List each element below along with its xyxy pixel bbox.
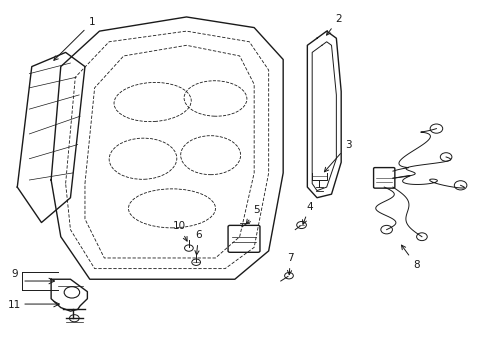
Text: 3: 3 — [324, 140, 351, 172]
Text: 8: 8 — [401, 245, 419, 270]
Text: 4: 4 — [302, 202, 312, 224]
Text: 9: 9 — [12, 269, 18, 279]
Text: 11: 11 — [8, 300, 21, 310]
Text: 5: 5 — [246, 205, 259, 224]
Text: 6: 6 — [195, 230, 202, 255]
Text: 1: 1 — [54, 17, 95, 60]
Text: 2: 2 — [326, 14, 342, 35]
Text: 7: 7 — [286, 253, 293, 275]
Text: 10: 10 — [172, 221, 187, 241]
